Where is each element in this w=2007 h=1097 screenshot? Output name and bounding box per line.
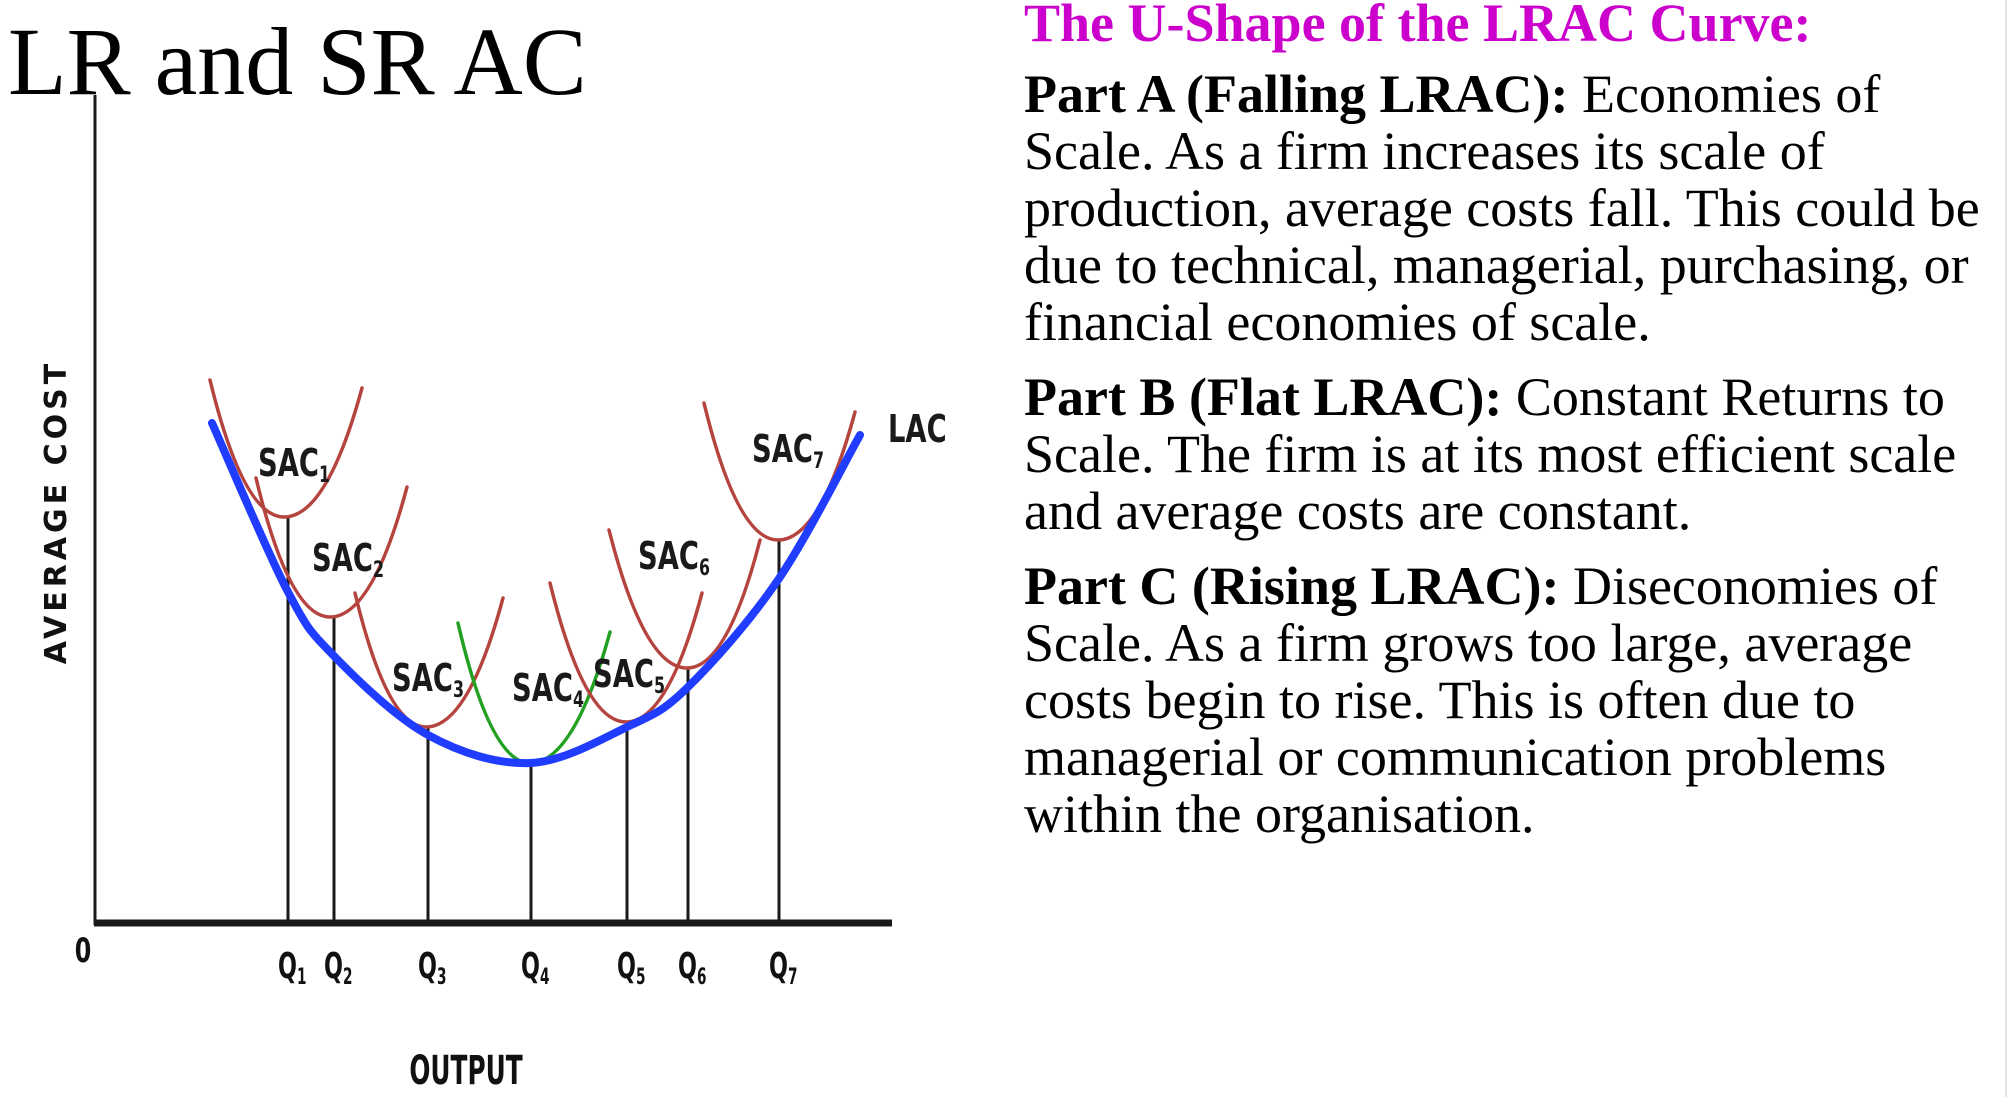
- sac2-label: SAC2: [312, 535, 384, 582]
- sac5-curve: [548, 581, 704, 724]
- lac-line: [208, 419, 864, 768]
- sac5-label: SAC5: [593, 651, 665, 698]
- part-b-text: Constant Returns to Scale. The firm is a…: [1024, 367, 1957, 541]
- sac1-curve: [208, 378, 364, 519]
- x-tick-q6: Q6: [678, 946, 706, 990]
- x-tick-labels: Q1 Q2 Q3 Q4 Q5 Q6 Q7: [278, 946, 797, 990]
- x-tick-q4: Q4: [521, 946, 549, 990]
- sac3-curve: [353, 591, 505, 729]
- part-a-paragraph: Part A (Falling LRAC): Economies of Scal…: [1024, 66, 1999, 351]
- x-tick-q1: Q1: [278, 946, 306, 990]
- x-tick-q5: Q5: [617, 946, 645, 990]
- slide-edge-divider: [2005, 0, 2007, 1097]
- x-tick-q3: Q3: [418, 946, 446, 990]
- slide-title: LR and SR AC: [8, 8, 587, 115]
- part-a-label: Part A (Falling LRAC):: [1024, 64, 1569, 124]
- sac2-curve: [254, 476, 409, 619]
- part-c-label: Part C (Rising LRAC):: [1024, 556, 1560, 616]
- x-axis-title: OUTPUT: [409, 1047, 523, 1094]
- part-b-paragraph: Part B (Flat LRAC): Constant Returns to …: [1024, 369, 1999, 540]
- origin-label: 0: [75, 931, 92, 970]
- part-a-text: Economies of Scale. As a firm increases …: [1024, 64, 1980, 352]
- axes: [93, 95, 892, 927]
- part-c-paragraph: Part C (Rising LRAC): Diseconomies of Sc…: [1024, 558, 1999, 843]
- sac6-label: SAC6: [638, 533, 710, 580]
- sac4-label: SAC4: [512, 665, 584, 712]
- sac1-label: SAC1: [258, 440, 330, 487]
- panel-heading: The U-Shape of the LRAC Curve:: [1024, 0, 1812, 53]
- y-axis-title: AVERAGE COST: [39, 360, 74, 664]
- part-b-label: Part B (Flat LRAC):: [1024, 367, 1503, 427]
- sac7-label: SAC7: [752, 426, 824, 473]
- sac3-label: SAC3: [392, 655, 464, 702]
- x-tick-q7: Q7: [769, 946, 797, 990]
- explanation-panel: The U-Shape of the LRAC Curve: Part A (F…: [1024, 0, 1999, 861]
- sac6-curve: [607, 528, 762, 670]
- sac7-curve: [702, 401, 857, 542]
- part-c-text: Diseconomies of Scale. As a firm grows t…: [1024, 556, 1938, 844]
- lac-curve: [208, 419, 864, 768]
- x-tick-q2: Q2: [324, 946, 352, 990]
- lac-label: LAC: [888, 406, 947, 451]
- lr-sr-ac-chart: 0 Q1 Q2 Q3 Q4 Q5 Q6 Q7 OUTPUT AVERAGE COST LAC…: [39, 95, 947, 1094]
